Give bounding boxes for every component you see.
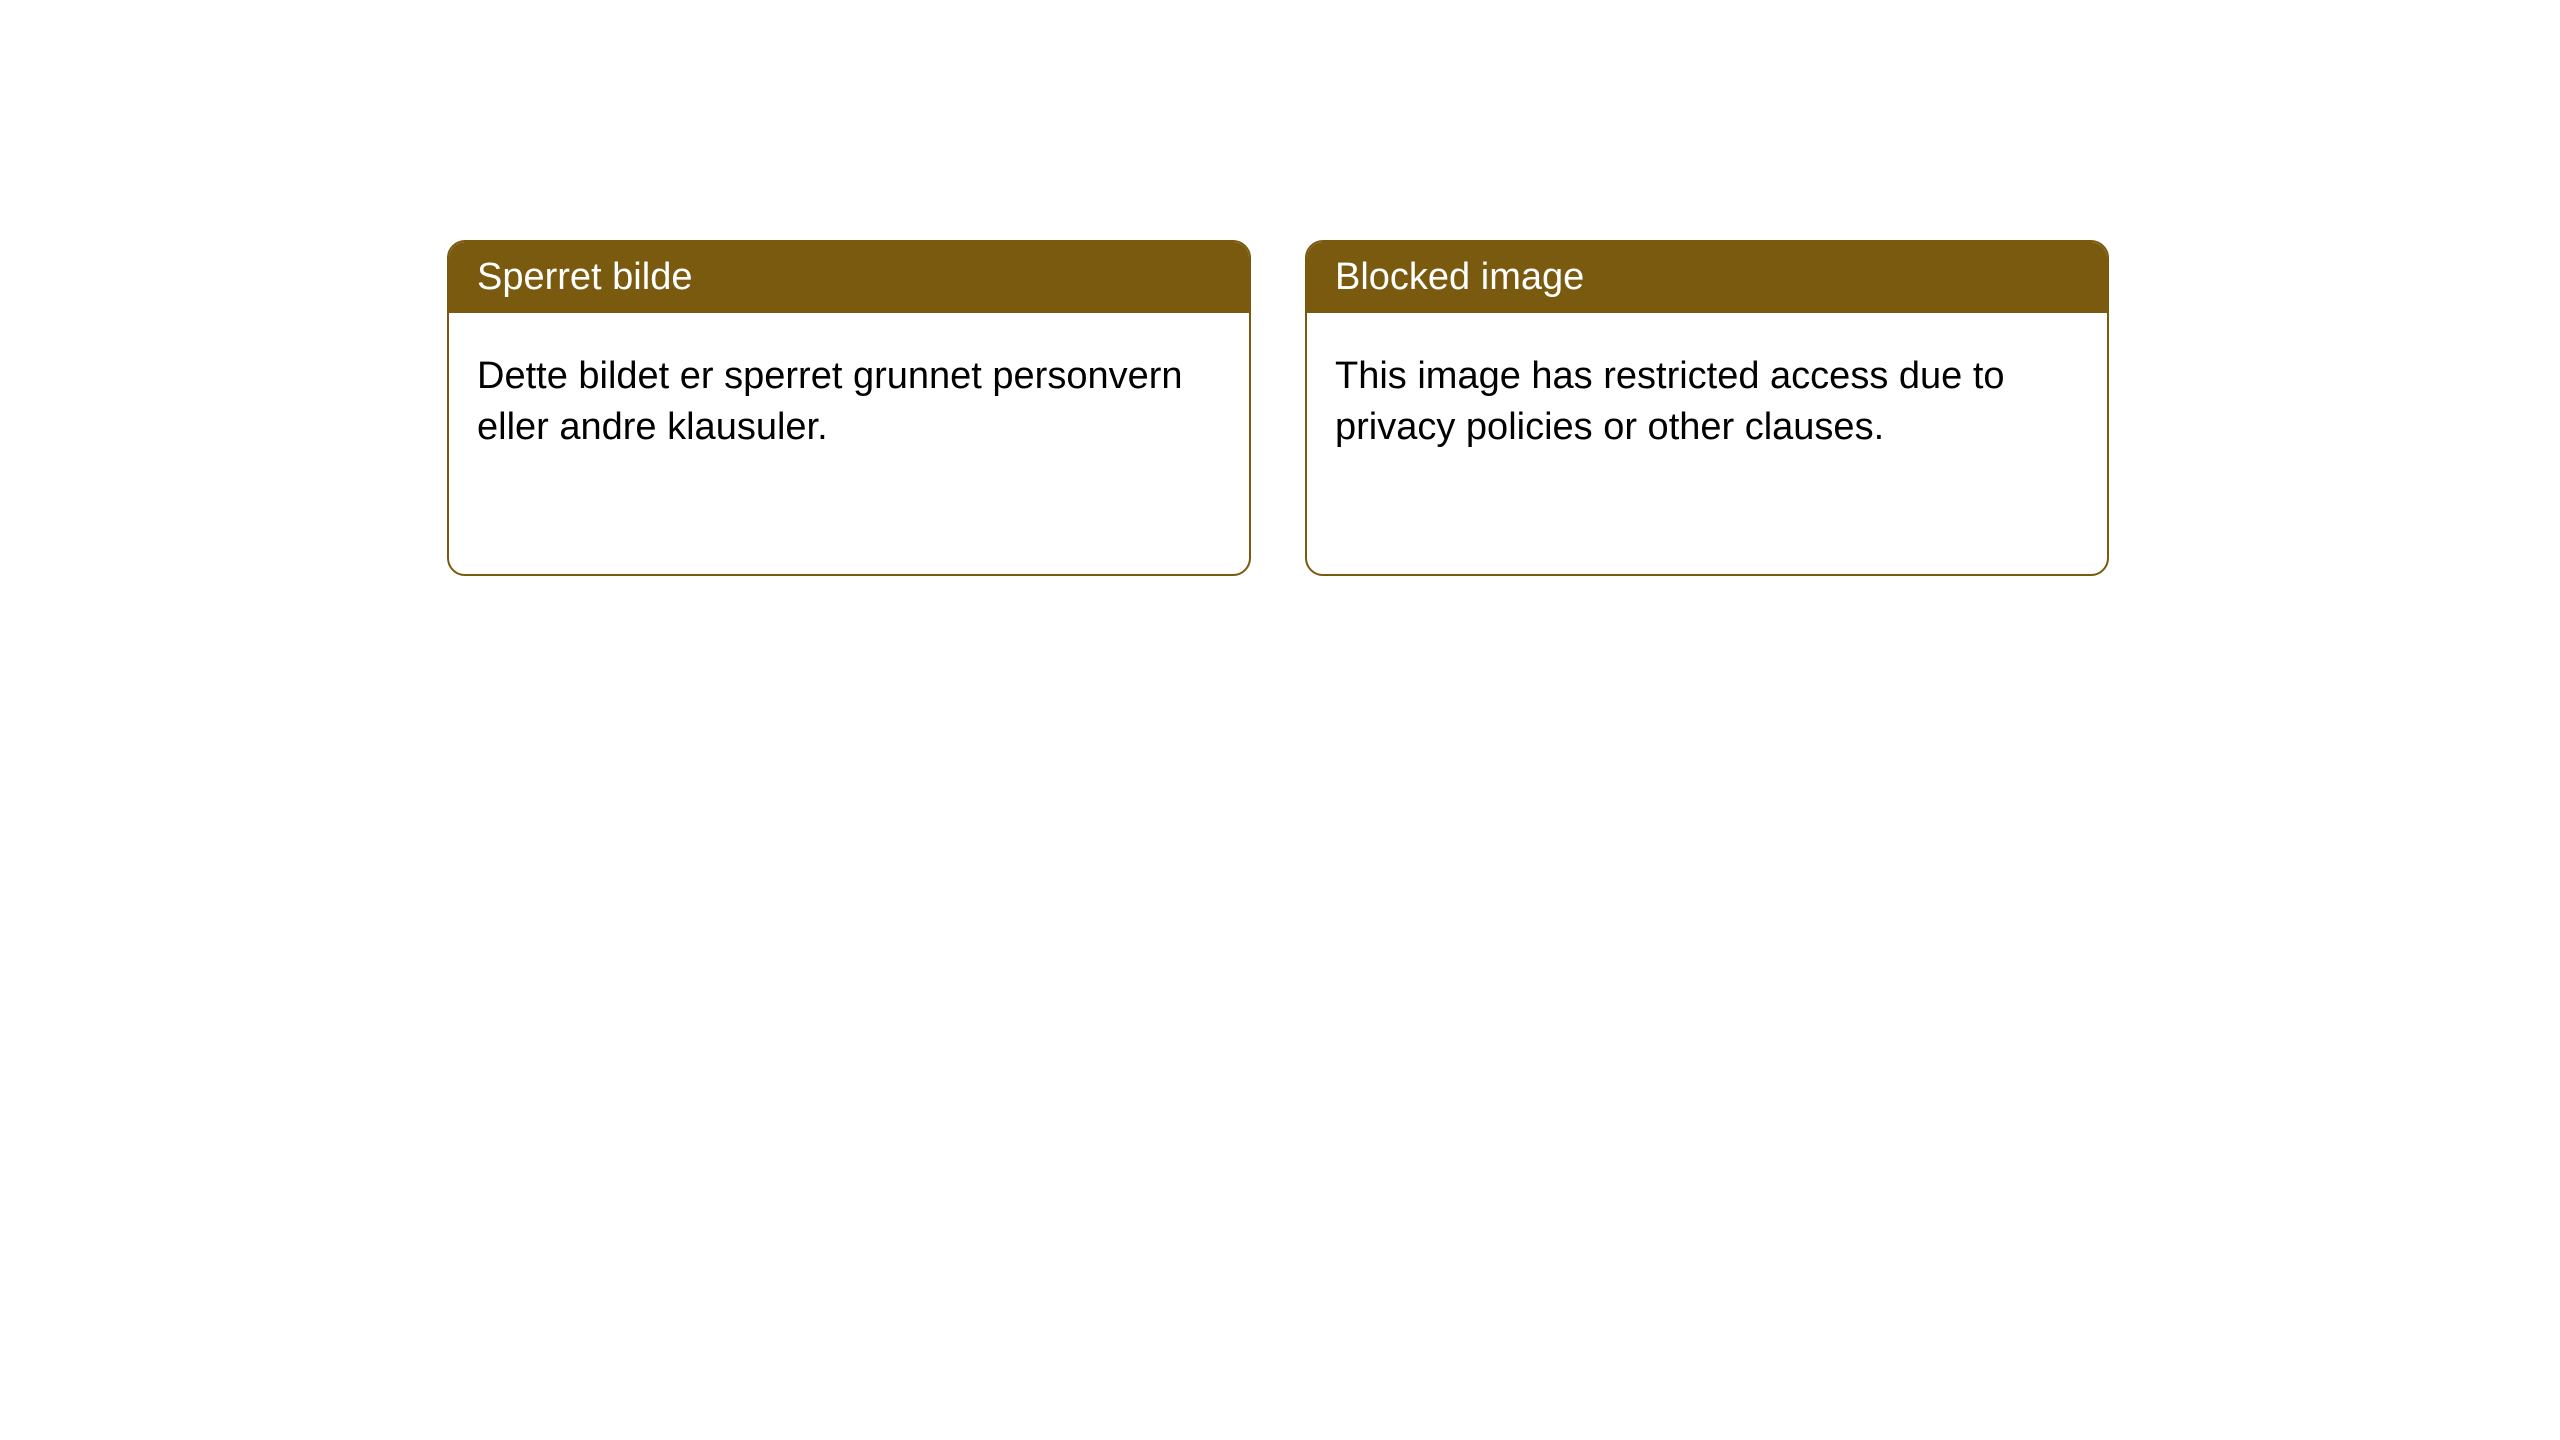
card-body-text: Dette bildet er sperret grunnet personve… <box>477 355 1183 448</box>
notice-card-norwegian: Sperret bilde Dette bildet er sperret gr… <box>447 240 1251 576</box>
card-header-norwegian: Sperret bilde <box>449 242 1249 313</box>
notice-card-english: Blocked image This image has restricted … <box>1305 240 2109 576</box>
card-body-text: This image has restricted access due to … <box>1335 355 2005 448</box>
card-title: Sperret bilde <box>477 256 692 298</box>
card-header-english: Blocked image <box>1307 242 2107 313</box>
card-title: Blocked image <box>1335 256 1584 298</box>
card-body-norwegian: Dette bildet er sperret grunnet personve… <box>449 313 1249 492</box>
notice-cards-container: Sperret bilde Dette bildet er sperret gr… <box>447 240 2109 576</box>
card-body-english: This image has restricted access due to … <box>1307 313 2107 492</box>
